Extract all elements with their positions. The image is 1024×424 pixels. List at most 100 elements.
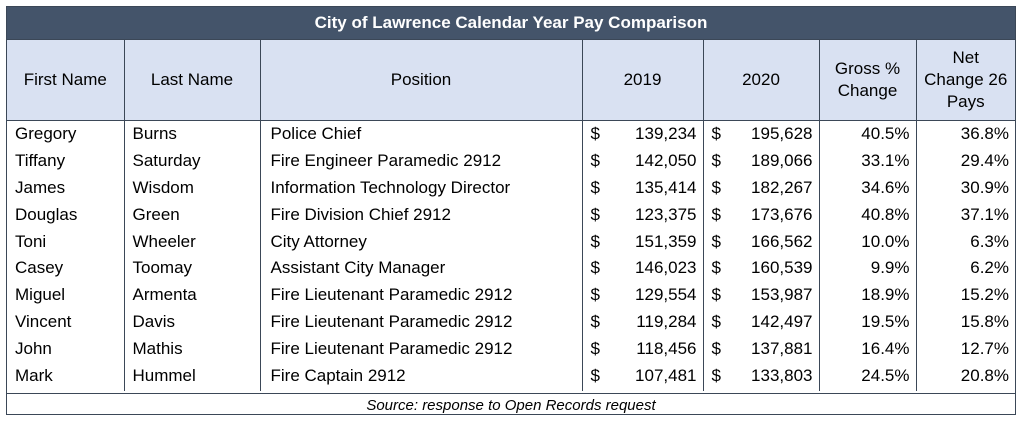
pay-2020-cell-amount: 166,562: [751, 231, 813, 251]
pay-2019-cell: $142,050: [581, 147, 703, 175]
net-change-cell: 6.3%: [915, 228, 1015, 255]
table-row: Tiffany Saturday Fire Engineer Paramedic 2…: [7, 147, 1015, 175]
position-cell: Assistant City Manager: [259, 254, 582, 282]
first-name-cell: Miguel: [15, 285, 66, 305]
pay-2020-cell: $133,803: [702, 362, 819, 391]
table-row: Douglas Green Fire Division Chief 2912 $123…: [7, 201, 1015, 229]
header-first-name: First Name: [7, 40, 125, 121]
dollar-sign: $: [711, 285, 721, 305]
net-change-cell: 6.2%: [915, 254, 1015, 282]
dollar-sign: $: [711, 231, 721, 251]
pay-2019-cell-amount: 118,456: [636, 338, 697, 358]
dollar-sign: $: [590, 258, 600, 278]
pay-2020-cell-amount: 153,987: [751, 285, 813, 305]
net-change-cell: 15.2%: [915, 281, 1015, 309]
dollar-sign: $: [711, 204, 721, 224]
table-row: John Mathis Fire Lieutenant Paramedic 2912…: [7, 335, 1015, 363]
table-row: Miguel Armenta Fire Lieutenant Paramedic 2…: [7, 281, 1015, 309]
position-cell: Fire Lieutenant Paramedic 2912: [259, 308, 582, 336]
first-name-cell: Vincent: [15, 311, 72, 331]
header-net-change: Net Change 26 Pays: [915, 40, 1015, 121]
pay-2020-cell-amount: 173,676: [751, 204, 813, 224]
table-row: Casey Toomay Assistant City Manager $146,02…: [7, 254, 1015, 282]
position-cell: Fire Captain 2912: [259, 362, 582, 391]
dollar-sign: $: [590, 151, 600, 171]
first-name-cell: Mark: [15, 365, 53, 385]
pay-2020-cell-amount: 142,497: [751, 311, 813, 331]
last-name-cell: Wheeler: [123, 228, 260, 255]
last-name-cell: Armenta: [123, 281, 260, 309]
pay-2020-cell-amount: 133,803: [751, 365, 813, 385]
position-cell: Police Chief: [259, 120, 582, 148]
source-note: Source: response to Open Records request: [7, 393, 1015, 416]
net-change-cell: 12.7%: [915, 335, 1015, 363]
pay-2020-cell: $166,562: [702, 228, 819, 255]
table-row: James Wisdom Information Technology Direct…: [7, 174, 1015, 202]
dollar-sign: $: [590, 231, 600, 251]
last-name-cell: Green: [123, 201, 260, 229]
pay-2019-cell-amount: 151,359: [635, 231, 697, 251]
pay-2019-cell: $119,284: [581, 308, 703, 336]
header-2020: 2020: [702, 40, 820, 121]
first-name-cell: Tiffany: [15, 151, 66, 171]
pay-2019-cell: $135,414: [581, 174, 703, 202]
header-row: First Name Last Name Position 2019 2020 …: [7, 40, 1015, 121]
pay-table: First Name Last Name Position 2019 2020 …: [7, 40, 1015, 391]
table-body-wrap: First Name Last Name Position 2019 2020 …: [7, 40, 1015, 393]
pay-2019-cell-amount: 129,554: [635, 285, 697, 305]
dollar-sign: $: [590, 124, 600, 144]
header-2019: 2019: [581, 40, 704, 121]
pay-2019-cell: $123,375: [581, 201, 703, 229]
pay-2020-cell-amount: 137,881: [751, 338, 813, 358]
gross-change-cell: 19.5%: [818, 308, 916, 336]
net-change-cell: 30.9%: [915, 174, 1015, 202]
pay-2020-cell: $142,497: [702, 308, 819, 336]
pay-2020-cell-amount: 182,267: [751, 177, 813, 197]
header-last-name: Last Name: [123, 40, 261, 121]
position-cell: Fire Division Chief 2912: [259, 201, 582, 229]
dollar-sign: $: [590, 338, 600, 358]
dollar-sign: $: [711, 258, 721, 278]
last-name-cell: Saturday: [123, 147, 260, 175]
gross-change-cell: 34.6%: [818, 174, 916, 202]
table-title: City of Lawrence Calendar Year Pay Compa…: [7, 7, 1015, 40]
gross-change-cell: 10.0%: [818, 228, 916, 255]
dollar-sign: $: [590, 177, 600, 197]
pay-2019-cell: $139,234: [581, 120, 703, 148]
position-cell: City Attorney: [259, 228, 582, 255]
pay-2019-cell-amount: 139,234: [635, 124, 697, 144]
last-name-cell: Hummel: [123, 362, 260, 391]
pay-2020-cell: $153,987: [702, 281, 819, 309]
pay-2020-cell-amount: 189,066: [751, 151, 813, 171]
pay-2019-cell: $151,359: [581, 228, 703, 255]
first-name-cell: John: [15, 338, 52, 358]
dollar-sign: $: [711, 124, 721, 144]
table-row: Mark Hummel Fire Captain 2912 $107,481 $133,…: [7, 362, 1015, 391]
gross-change-cell: 18.9%: [818, 281, 916, 309]
last-name-cell: Mathis: [123, 335, 260, 363]
net-change-cell: 29.4%: [915, 147, 1015, 175]
dollar-sign: $: [590, 311, 600, 331]
header-gross-change: Gross % Change: [818, 40, 917, 121]
pay-2019-cell-amount: 146,023: [635, 258, 697, 278]
pay-2019-cell: $107,481: [581, 362, 703, 391]
pay-2019-cell-amount: 135,414: [635, 177, 697, 197]
pay-2020-cell: $182,267: [702, 174, 819, 202]
dollar-sign: $: [711, 338, 721, 358]
dollar-sign: $: [711, 311, 721, 331]
pay-2020-cell-amount: 195,628: [751, 124, 813, 144]
last-name-cell: Toomay: [123, 254, 260, 282]
last-name-cell: Davis: [123, 308, 260, 336]
pay-2020-cell-amount: 160,539: [751, 258, 813, 278]
position-cell: Fire Lieutenant Paramedic 2912: [259, 335, 582, 363]
pay-2020-cell: $160,539: [702, 254, 819, 282]
pay-comparison-table: City of Lawrence Calendar Year Pay Compa…: [6, 6, 1016, 415]
last-name-cell: Burns: [123, 120, 260, 148]
dollar-sign: $: [711, 365, 721, 385]
table-row: Vincent Davis Fire Lieutenant Paramedic 29…: [7, 308, 1015, 336]
pay-2020-cell: $189,066: [702, 147, 819, 175]
table-row: Toni Wheeler City Attorney $151,359 $166,562…: [7, 228, 1015, 255]
pay-2019-cell: $129,554: [581, 281, 703, 309]
position-cell: Fire Engineer Paramedic 2912: [259, 147, 582, 175]
pay-2019-cell: $118,456: [581, 335, 703, 363]
